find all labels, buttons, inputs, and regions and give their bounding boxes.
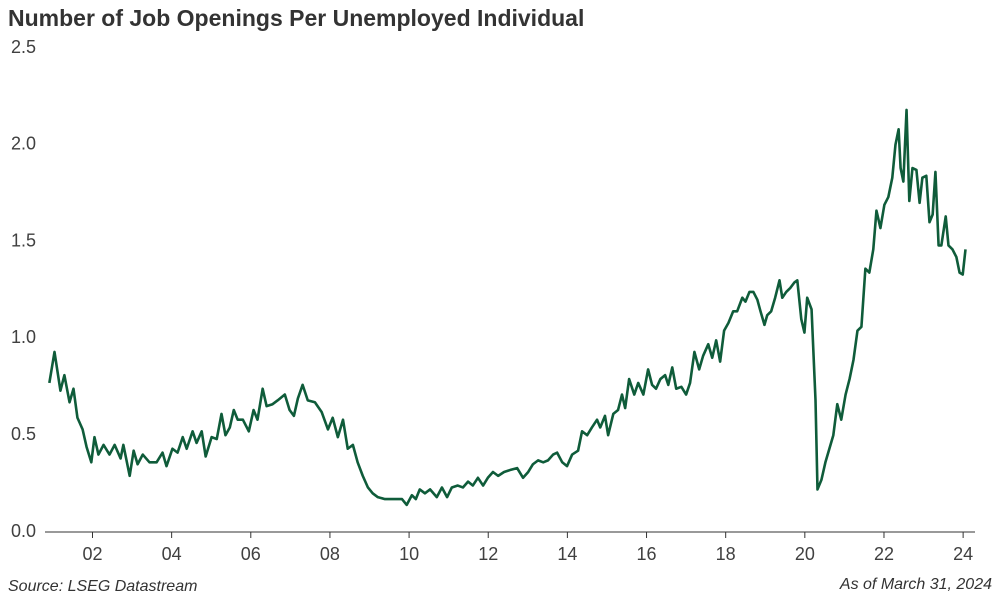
x-tick-label: 08	[320, 544, 340, 564]
x-tick-label: 06	[241, 544, 261, 564]
y-tick-label: 1.0	[11, 327, 36, 347]
x-tick-label: 22	[874, 544, 894, 564]
chart-title: Number of Job Openings Per Unemployed In…	[8, 5, 584, 31]
y-tick-label: 0.0	[11, 521, 36, 541]
y-tick-label: 2.5	[11, 37, 36, 57]
x-tick-label: 20	[795, 544, 815, 564]
x-tick-label: 02	[82, 544, 102, 564]
source: Source: LSEG Datastream	[8, 578, 197, 595]
x-tick-label: 16	[637, 544, 657, 564]
y-tick-label: 1.5	[11, 230, 36, 250]
y-tick-label: 0.5	[11, 424, 36, 444]
x-tick-label: 12	[478, 544, 498, 564]
x-tick-label: 18	[716, 544, 736, 564]
x-tick-label: 14	[557, 544, 577, 564]
x-tick-label: 04	[162, 544, 182, 564]
y-tick-label: 2.0	[11, 134, 36, 154]
x-tick-label: 24	[953, 544, 973, 564]
x-tick-label: 10	[399, 544, 419, 564]
data-line	[48, 108, 967, 507]
date-note: As of March 31, 2024	[839, 576, 992, 593]
